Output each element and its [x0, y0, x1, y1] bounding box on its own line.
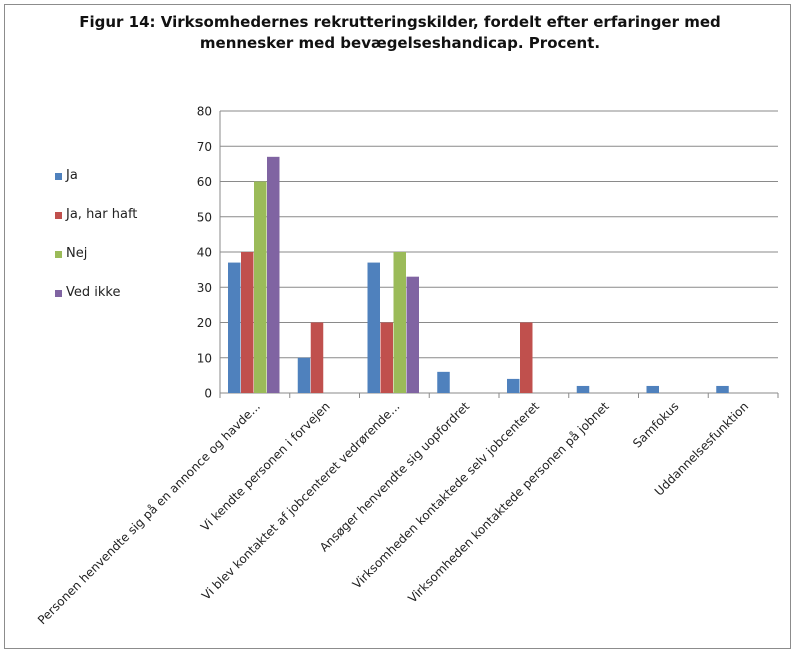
bar-ja: [367, 262, 380, 393]
bar-ja: [297, 357, 311, 393]
y-axis: 0 10 20 30 40 50 60 70 80: [197, 105, 221, 401]
legend-item-ved-ikke: Ved ikke: [55, 285, 165, 324]
legend-swatch-nej: [55, 251, 62, 258]
bar-ja: [576, 385, 590, 393]
legend-swatch-ja: [55, 173, 62, 180]
y-tick-label: 70: [197, 140, 212, 154]
y-tick-label: 80: [197, 105, 212, 119]
legend-item-ja-har-haft: Ja, har haft: [55, 207, 165, 246]
bars: [228, 156, 729, 393]
y-tick-label: 20: [197, 316, 212, 330]
y-tick-label: 60: [197, 175, 212, 189]
bar-nej: [393, 252, 406, 393]
bar-ja-har-haft: [520, 322, 533, 393]
bar-ja: [646, 385, 659, 393]
x-category-label: Samfokus: [630, 399, 681, 450]
bar-ved-ikke: [406, 276, 419, 393]
legend-swatch-ved-ikke: [55, 290, 62, 297]
legend-item-nej: Nej: [55, 246, 165, 285]
bar-ja: [507, 378, 520, 393]
y-tick-label: 40: [197, 246, 212, 260]
legend-label-ja: Ja: [66, 168, 78, 183]
x-axis: Personen henvendte sig på en annonce og …: [35, 393, 779, 627]
legend-item-ja: Ja: [55, 168, 165, 207]
x-category-label: Personen henvendte sig på en annonce og …: [35, 399, 263, 627]
legend-label-nej: Nej: [66, 246, 88, 261]
x-category-label: Vi kendte personen i forvejen: [198, 399, 333, 534]
legend-label-ja-har-haft: Ja, har haft: [66, 207, 138, 222]
y-tick-label: 50: [197, 210, 212, 224]
y-tick-label: 0: [204, 387, 212, 401]
bar-ved-ikke: [267, 156, 280, 393]
bar-ja-har-haft: [380, 322, 393, 393]
y-tick-label: 10: [197, 351, 212, 365]
chart-title-line-2: mennesker med bevægelseshandicap. Procen…: [199, 34, 601, 52]
bar-nej: [254, 181, 267, 393]
chart-title: Figur 14: Virksomhedernes rekrutteringsk…: [60, 12, 740, 54]
y-tick-label: 30: [197, 281, 212, 295]
bar-ja: [716, 385, 729, 393]
chart-title-line-1: Figur 14: Virksomhedernes rekrutteringsk…: [79, 13, 721, 31]
x-category-label: Ansøger henvendte sig uopfordret: [317, 399, 472, 554]
chart-legend: Ja Ja, har haft Nej Ved ikke: [55, 168, 165, 324]
legend-swatch-ja-har-haft: [55, 212, 62, 219]
bar-ja: [437, 371, 450, 393]
gridlines: [220, 110, 778, 394]
bar-ja: [228, 262, 241, 393]
bar-ja-har-haft: [310, 322, 324, 393]
bar-ja-har-haft: [241, 252, 254, 393]
legend-label-ved-ikke: Ved ikke: [66, 285, 121, 300]
